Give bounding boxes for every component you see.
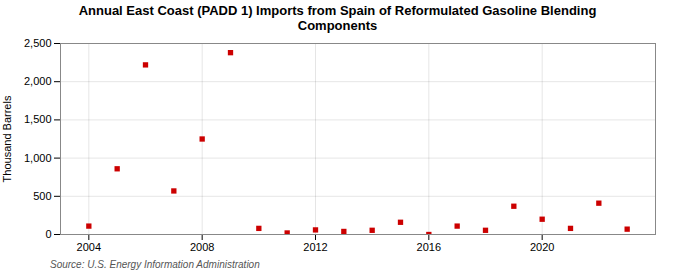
svg-text:2,000: 2,000 <box>24 75 52 87</box>
svg-text:1,500: 1,500 <box>24 113 52 125</box>
html-text:Annual East Coast (PADD 1) Imp: Annual East Coast (PADD 1) Imports from … <box>78 3 597 33</box>
svg-text:0: 0 <box>45 228 51 240</box>
svg-text:500: 500 <box>33 190 51 202</box>
svg-text:2,500: 2,500 <box>24 37 52 49</box>
svg-text:2016: 2016 <box>417 241 441 253</box>
svg-text:2012: 2012 <box>303 241 327 253</box>
svg-text:2004: 2004 <box>77 241 101 253</box>
svg-text:Thousand Barrels: Thousand Barrels <box>1 95 13 182</box>
svg-text:2020: 2020 <box>530 241 554 253</box>
svg-text:2008: 2008 <box>190 241 214 253</box>
html-text:Source: U.S. Energy Informatio: Source: U.S. Energy Information Administ… <box>50 259 260 270</box>
svg-text:1,000: 1,000 <box>24 152 52 164</box>
